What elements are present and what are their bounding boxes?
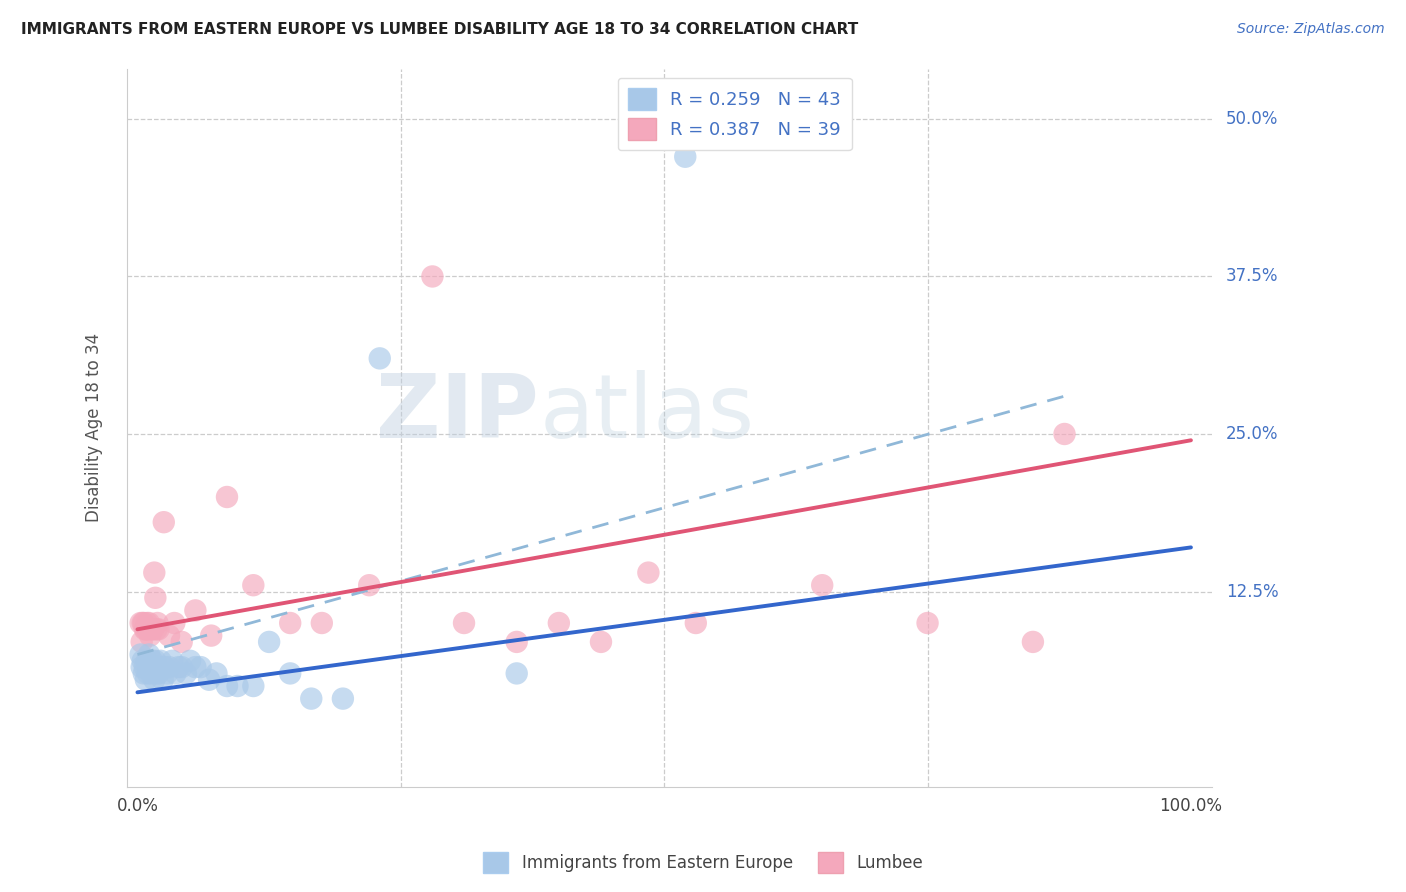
Point [131,660,153,674]
Point [136,615,159,630]
Point [136,666,159,681]
Point [148,623,170,637]
Point [198,673,221,687]
Point [146,660,169,674]
Point [145,623,167,637]
Point [143,591,166,605]
Point [134,623,156,637]
Text: 12.5%: 12.5% [1226,582,1278,600]
Point [1053,427,1076,442]
Point [132,615,155,630]
Point [145,666,167,681]
Point [505,666,527,681]
Point [152,515,174,529]
Point [278,666,301,681]
Text: atlas: atlas [540,370,755,457]
Point [311,615,333,630]
Point [215,490,238,504]
Point [153,660,176,674]
Point [811,578,834,592]
Point [332,691,354,706]
Point [170,635,193,649]
Text: 50.0%: 50.0% [1226,110,1278,128]
Point [453,615,475,630]
Point [157,660,180,674]
Point [163,615,186,630]
Point [146,615,169,630]
Point [215,679,238,693]
Point [184,660,207,674]
Point [143,673,166,687]
Point [141,654,163,668]
Point [129,648,152,662]
Point [129,615,152,630]
Point [138,648,160,662]
Point [143,566,166,580]
Point [152,673,174,687]
Point [149,654,172,668]
Point [132,615,155,630]
Point [165,666,187,681]
Text: 25.0%: 25.0% [1226,425,1278,443]
Point [368,351,391,366]
Point [156,666,179,681]
Point [917,615,939,630]
Point [685,615,707,630]
Point [589,635,612,649]
Point [167,660,190,674]
Point [422,269,444,284]
Point [135,623,157,637]
Y-axis label: Disability Age 18 to 34: Disability Age 18 to 34 [86,333,103,522]
Point [1022,635,1045,649]
Point [179,654,201,668]
Point [190,660,212,674]
Point [134,660,156,674]
Text: 37.5%: 37.5% [1226,268,1278,285]
Point [226,679,249,693]
Point [170,660,193,674]
Point [637,566,659,580]
Point [139,666,162,681]
Point [299,691,322,706]
Point [139,660,162,674]
Point [136,654,159,668]
Point [673,150,696,164]
Legend: R = 0.259   N = 43, R = 0.387   N = 39: R = 0.259 N = 43, R = 0.387 N = 39 [617,78,852,151]
Point [135,673,157,687]
Point [359,578,381,592]
Point [160,654,183,668]
Point [278,615,301,630]
Point [136,623,159,637]
Point [143,654,166,668]
Point [257,635,280,649]
Point [547,615,569,630]
Point [139,629,162,643]
Text: ZIP: ZIP [377,370,540,457]
Point [142,660,165,674]
Point [132,666,155,681]
Point [131,635,153,649]
Point [242,679,264,693]
Point [205,666,228,681]
Point [132,654,155,668]
Point [200,629,222,643]
Point [184,603,207,617]
Point [505,635,527,649]
Text: Source: ZipAtlas.com: Source: ZipAtlas.com [1237,22,1385,37]
Text: IMMIGRANTS FROM EASTERN EUROPE VS LUMBEE DISABILITY AGE 18 TO 34 CORRELATION CHA: IMMIGRANTS FROM EASTERN EUROPE VS LUMBEE… [21,22,858,37]
Point [148,666,170,681]
Point [242,578,264,592]
Point [139,623,162,637]
Point [138,615,160,630]
Point [157,629,180,643]
Point [142,623,165,637]
Point [174,666,197,681]
Legend: Immigrants from Eastern Europe, Lumbee: Immigrants from Eastern Europe, Lumbee [477,846,929,880]
